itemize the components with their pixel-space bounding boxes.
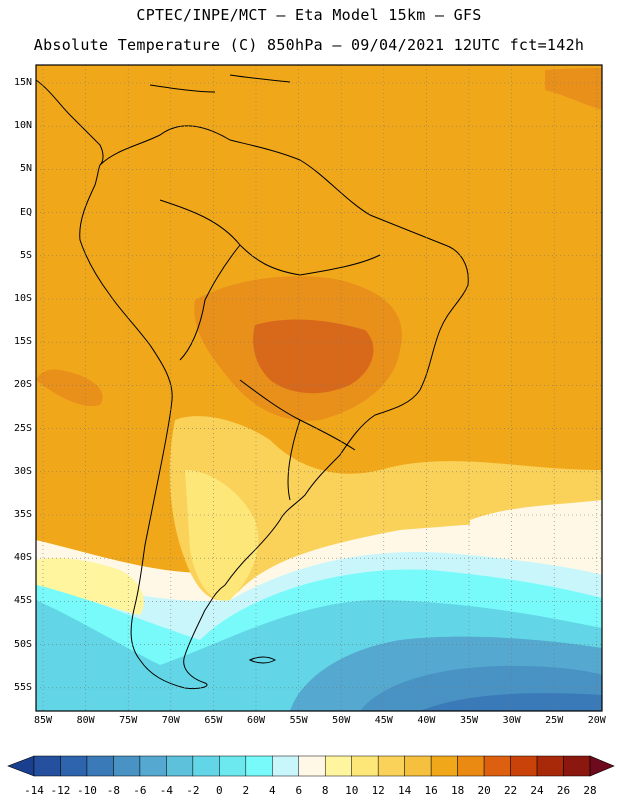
field-band-warm-west — [36, 369, 103, 406]
colorbar — [7, 755, 615, 777]
field-band-mild2 — [169, 416, 602, 600]
longitude-label: 50W — [332, 715, 351, 726]
latitude-label: 10N — [13, 120, 32, 132]
colorbar-label: 22 — [503, 784, 518, 797]
colorbar-swatch — [457, 755, 485, 777]
colorbar-swatch — [192, 755, 220, 777]
colorbar-label: 6 — [295, 784, 303, 797]
colorbar-swatch — [324, 755, 352, 777]
coastlines — [35, 74, 469, 689]
longitude-label: 65W — [204, 715, 223, 726]
colorbar-label: 18 — [450, 784, 465, 797]
colorbar-swatch — [245, 755, 273, 777]
colorbar-swatch — [563, 755, 591, 777]
colorbar-label: 28 — [583, 784, 597, 797]
latitude-label: 45S — [13, 595, 32, 607]
latitude-label: 20S — [13, 379, 32, 391]
temperature-field — [36, 65, 602, 711]
colorbar-label: -6 — [133, 784, 147, 797]
colorbar-label: 24 — [530, 784, 544, 797]
colorbar-swatch — [298, 755, 326, 777]
colorbar-label: 4 — [268, 784, 276, 797]
colorbar-swatch — [272, 755, 300, 777]
colorbar-swatch — [536, 755, 564, 777]
latitude-label: 10S — [13, 293, 32, 304]
colorbar-label: 10 — [345, 784, 359, 797]
latitude-label: 5N — [19, 163, 32, 175]
colorbar-label: 12 — [371, 784, 385, 797]
latitude-label: 30S — [13, 465, 32, 477]
country-border — [159, 199, 381, 501]
colorbar-label: -2 — [186, 784, 200, 797]
latitude-label: 50S — [13, 638, 32, 650]
field-band-cooler — [36, 558, 144, 615]
colorbar-swatch — [404, 755, 432, 777]
colorbar-swatch — [510, 755, 538, 777]
longitude-label: 85W — [33, 715, 53, 726]
field-band-blue2 — [420, 693, 602, 711]
colorbar-swatch — [377, 755, 405, 777]
colorbar-label: 20 — [477, 784, 491, 797]
longitude-label: 30W — [502, 715, 521, 726]
colorbar-label: -4 — [159, 784, 173, 797]
colorbar-label: -8 — [106, 784, 121, 797]
map-frame — [35, 64, 603, 712]
colorbar-label: 26 — [556, 784, 571, 797]
latitude-label: 15N — [13, 77, 32, 88]
colorbar-swatch — [113, 755, 141, 777]
colorbar-swatch — [86, 755, 114, 777]
colorbar-label: 8 — [321, 784, 329, 797]
latitude-label: 40S — [13, 552, 32, 564]
latitude-label: EQ — [19, 206, 32, 218]
colorbar-swatch — [430, 755, 458, 777]
colorbar-swatch — [166, 755, 194, 777]
colorbar-label: -10 — [77, 784, 97, 797]
longitude-label: 40W — [417, 715, 436, 726]
longitude-label: 45W — [374, 715, 393, 726]
field-band-pale2 — [470, 500, 602, 545]
caribbean-coastline — [149, 74, 291, 93]
colorbar-label: -12 — [50, 784, 71, 797]
longitude-label: 25W — [545, 715, 564, 726]
colorbar-swatch — [219, 755, 247, 777]
title-field: Absolute Temperature (C) 850hPa – 09/04/… — [33, 36, 585, 54]
latitude-label: 55S — [13, 681, 32, 693]
latitude-label: 5S — [19, 249, 32, 261]
colorbar-label: -14 — [24, 784, 44, 797]
south-america-coastline — [79, 125, 469, 689]
field-band-cool — [185, 470, 259, 601]
colorbar-label: 16 — [424, 784, 438, 797]
colorbar-swatch — [60, 755, 88, 777]
latitude-label: 35S — [13, 509, 32, 520]
colorbar-arrow-high — [589, 755, 615, 777]
longitude-label: 75W — [119, 715, 138, 726]
colorbar-label: 14 — [398, 784, 412, 797]
longitude-label: 55W — [289, 715, 308, 726]
longitude-label: 35W — [459, 715, 479, 726]
latitude-label: 15S — [13, 336, 32, 348]
colorbar-label: 2 — [242, 784, 250, 797]
central-america-coastline — [35, 79, 104, 166]
field-band-hot2 — [545, 68, 602, 110]
latitude-label: 25S — [13, 422, 32, 434]
longitude-label: 70W — [161, 715, 180, 726]
field-band-hot — [253, 319, 374, 394]
longitude-label: 80W — [76, 715, 95, 726]
title-model: CPTEC/INPE/MCT – Eta Model 15km – GFS — [136, 6, 482, 24]
longitude-label: 60W — [246, 715, 266, 726]
colorbar-arrow-low — [7, 755, 35, 777]
colorbar-swatch — [33, 755, 61, 777]
colorbar-label: 0 — [216, 784, 223, 797]
falkland-islands — [248, 656, 277, 664]
longitude-label: 20W — [587, 715, 606, 726]
colorbar-swatch — [483, 755, 511, 777]
colorbar-swatch — [139, 755, 167, 777]
colorbar-swatch — [351, 755, 379, 777]
